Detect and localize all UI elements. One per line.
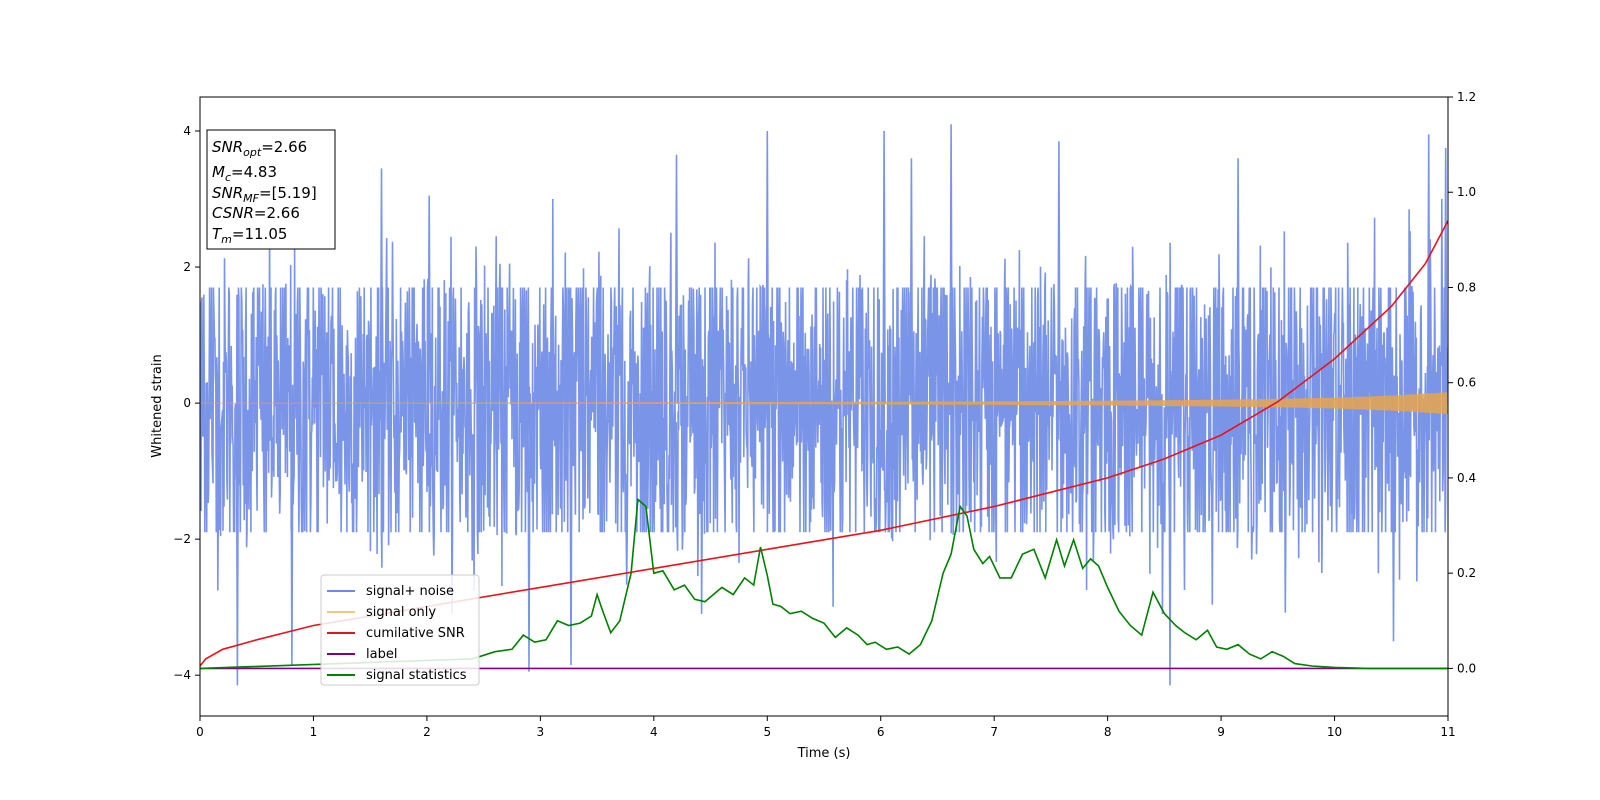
plot-frame — [199, 96, 1449, 717]
signal-statistics-line — [200, 497, 1448, 670]
plot-area — [200, 124, 1448, 686]
annotation-frame — [206, 129, 336, 250]
x-tick-label: 3 — [537, 725, 545, 739]
right-y-tick-label: 1.2 — [1457, 90, 1476, 104]
x-tick-label: 11 — [1440, 725, 1455, 739]
annotation-chirp-mass: Mc=4.83 — [212, 163, 277, 184]
left-y-tick-label: −4 — [173, 668, 191, 682]
x-tick-label: 10 — [1327, 725, 1342, 739]
right-y-axis-ticks: 0.0 0.2 0.4 0.6 0.8 1.0 1.2 — [1448, 90, 1476, 675]
legend-label: signal+ noise — [366, 584, 454, 599]
right-y-tick-label: 0.2 — [1457, 566, 1476, 580]
left-y-tick-label: 0 — [183, 396, 191, 410]
legend: signal+ noise signal only cumilative SNR la… — [320, 574, 480, 686]
right-y-tick-label: 1.0 — [1457, 185, 1476, 199]
x-tick-label: 2 — [423, 725, 431, 739]
x-tick-label: 0 — [196, 725, 204, 739]
x-axis-label: Time (s) — [797, 746, 851, 761]
left-y-tick-label: 2 — [183, 260, 191, 274]
annotation-box: SNRopt=2.66 Mc=4.83 SNRMF=[5.19] CSNR=2.… — [206, 129, 336, 250]
left-y-tick-label: −2 — [173, 532, 191, 546]
x-tick-label: 7 — [990, 725, 998, 739]
right-y-tick-label: 0.4 — [1457, 471, 1476, 485]
annotation-csnr: CSNR=2.66 — [212, 204, 300, 222]
right-y-tick-label: 0.0 — [1457, 661, 1476, 675]
x-axis-ticks: 0 1 2 3 4 5 6 7 8 9 10 11 — [196, 716, 1456, 739]
x-tick-label: 1 — [310, 725, 318, 739]
x-tick-label: 6 — [877, 725, 885, 739]
x-tick-label: 5 — [763, 725, 771, 739]
left-y-axis-ticks: −4 −2 0 2 4 — [173, 124, 200, 682]
right-y-tick-label: 0.6 — [1457, 376, 1476, 390]
annotation-snr-opt: SNRopt=2.66 — [212, 138, 307, 159]
legend-label: signal only — [366, 605, 436, 620]
legend-frame — [320, 574, 480, 686]
annotation-snr-mf: SNRMF=[5.19] — [212, 184, 317, 205]
annotation-merger-time: Tm=11.05 — [212, 225, 287, 246]
legend-label: cumilative SNR — [366, 626, 465, 641]
legend-label: label — [366, 647, 397, 662]
x-tick-label: 9 — [1217, 725, 1225, 739]
x-tick-label: 4 — [650, 725, 658, 739]
x-tick-label: 8 — [1104, 725, 1112, 739]
left-y-axis-label: Whitened strain — [150, 354, 165, 457]
cumulative-snr-line — [200, 220, 1448, 667]
left-y-tick-label: 4 — [183, 124, 191, 138]
legend-label: signal statistics — [366, 668, 467, 683]
right-y-tick-label: 0.8 — [1457, 280, 1476, 294]
signal-only-band — [200, 392, 1448, 414]
